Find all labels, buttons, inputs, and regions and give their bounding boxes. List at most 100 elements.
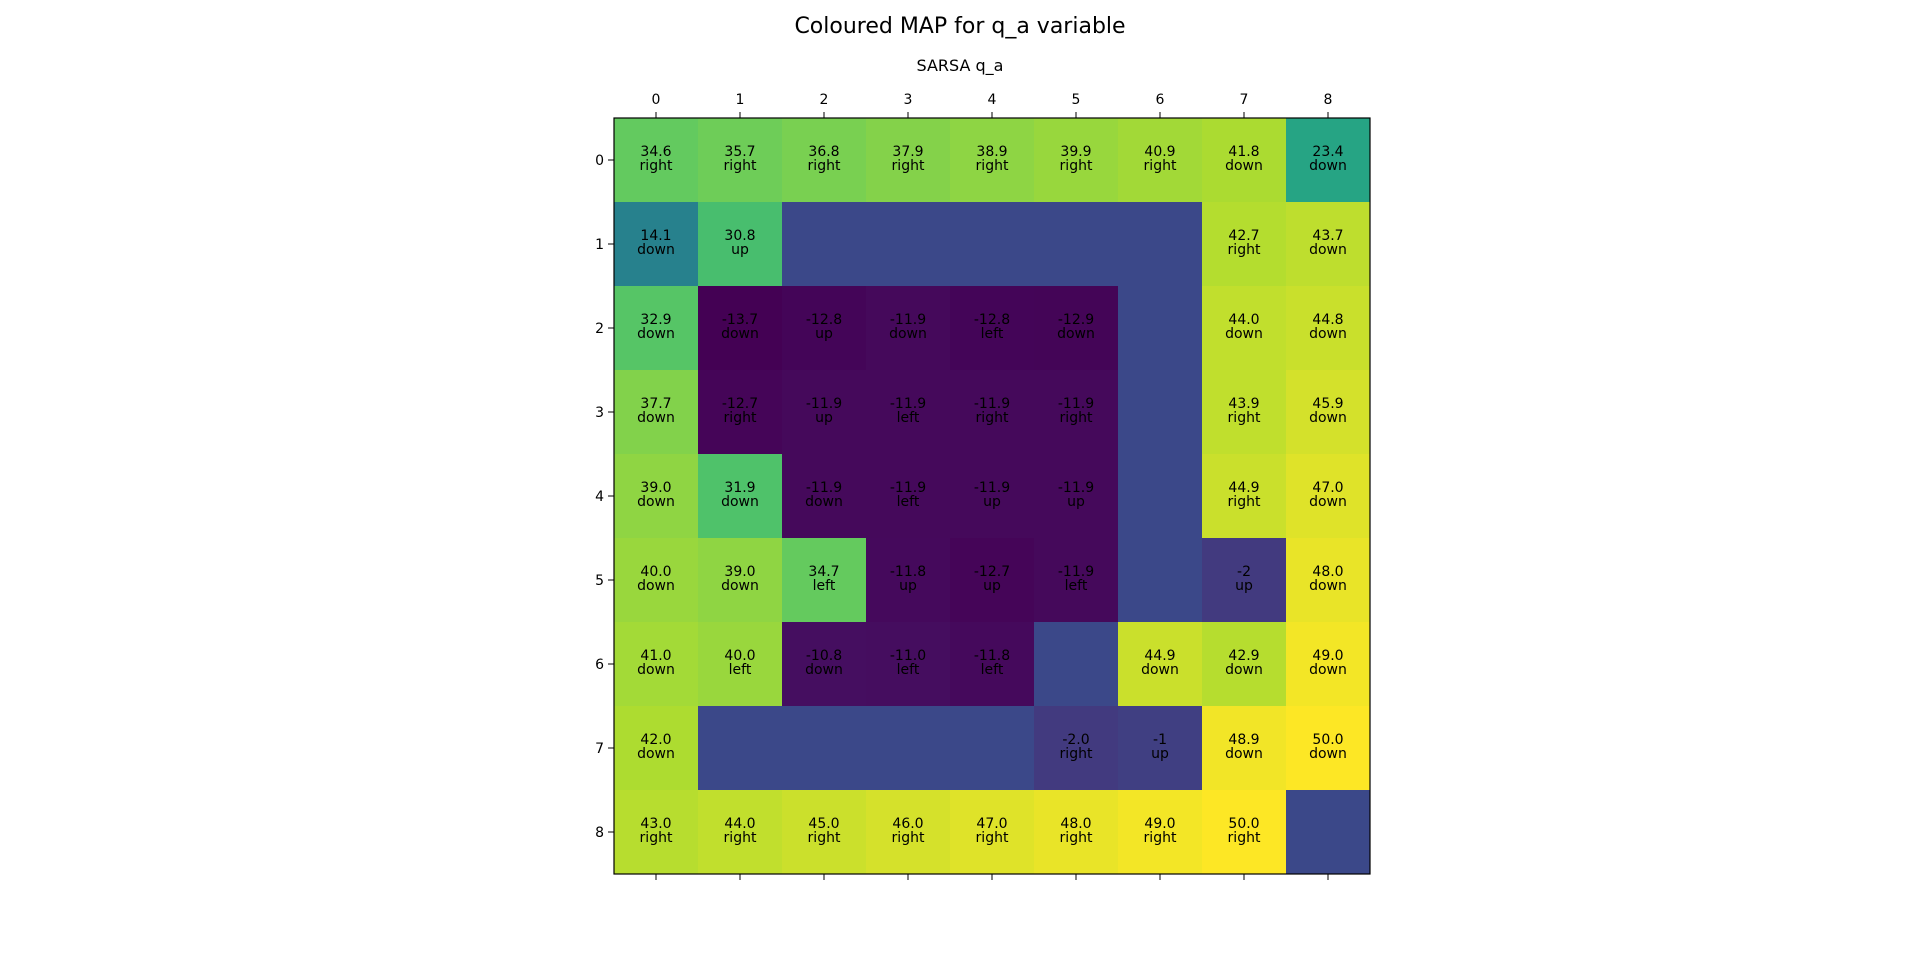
heatmap-cell-8-4 (950, 790, 1035, 875)
cell-action-label: down (1141, 662, 1179, 678)
cell-value-label: 14.1 (640, 228, 671, 244)
cell-action-label: down (637, 578, 675, 594)
heatmap-cell-5-5 (1034, 538, 1119, 623)
heatmap-cell-5-3 (866, 538, 951, 623)
x-tick-label: 1 (736, 92, 745, 108)
heatmap-cell-8-2 (782, 790, 867, 875)
x-tick-label: 8 (1324, 92, 1333, 108)
cell-value-label: 48.0 (1312, 564, 1343, 580)
cell-value-label: -11.9 (806, 480, 842, 496)
cell-value-label: -11.9 (1058, 564, 1094, 580)
heatmap-cell-5-4 (950, 538, 1035, 623)
cell-action-label: down (1309, 662, 1347, 678)
cell-value-label: -11.9 (974, 480, 1010, 496)
heatmap-cells (614, 118, 1371, 875)
axis-ticks: 0 1 2 3 4 5 6 7 8 0 1 2 3 4 5 6 7 8 (595, 92, 1332, 880)
cell-action-label: down (1057, 326, 1095, 342)
cell-action-label: right (724, 158, 757, 174)
cell-action-label: right (808, 158, 841, 174)
heatmap-cell-6-7 (1202, 622, 1287, 707)
cell-action-label: left (1065, 578, 1088, 594)
cell-action-label: right (1144, 830, 1177, 846)
cell-action-label: down (721, 578, 759, 594)
cell-action-label: down (637, 746, 675, 762)
x-tick-label: 2 (820, 92, 829, 108)
cell-value-label: 39.0 (724, 564, 755, 580)
heatmap-cell-1-7 (1202, 202, 1287, 287)
heatmap-cell-0-0 (614, 118, 699, 203)
heatmap-cell-7-5 (1034, 706, 1119, 791)
x-tick-label: 7 (1240, 92, 1249, 108)
heatmap-cell-2-7 (1202, 286, 1287, 371)
cell-value-label: -11.9 (974, 396, 1010, 412)
heatmap-cell-4-0 (614, 454, 699, 539)
cell-action-label: down (721, 326, 759, 342)
cell-value-label: 37.7 (640, 396, 671, 412)
heatmap-cell-1-4 (950, 202, 1035, 287)
heatmap-cell-3-6 (1118, 370, 1203, 455)
cell-value-label: 49.0 (1144, 816, 1175, 832)
cell-action-label: down (637, 662, 675, 678)
x-tick-label: 5 (1072, 92, 1081, 108)
x-tick-label: 0 (652, 92, 661, 108)
cell-action-label: up (983, 578, 1001, 594)
cell-value-label: -11.9 (806, 396, 842, 412)
cell-value-label: 40.0 (724, 648, 755, 664)
x-tick-label: 4 (988, 92, 997, 108)
cell-value-label: -2 (1237, 564, 1251, 580)
cell-value-label: 44.9 (1144, 648, 1175, 664)
cell-value-label: 32.9 (640, 312, 671, 328)
heatmap-cell-2-6 (1118, 286, 1203, 371)
cell-value-label: 40.9 (1144, 144, 1175, 160)
cell-value-label: 49.0 (1312, 648, 1343, 664)
cell-action-label: right (724, 830, 757, 846)
cell-value-label: 42.0 (640, 732, 671, 748)
heatmap-cell-4-6 (1118, 454, 1203, 539)
heatmap-cell-0-5 (1034, 118, 1119, 203)
cell-action-label: down (1225, 662, 1263, 678)
cell-action-label: right (892, 830, 925, 846)
cell-action-label: up (983, 494, 1001, 510)
heatmap-cell-6-1 (698, 622, 783, 707)
cell-action-label: right (1144, 158, 1177, 174)
heatmap-cell-5-2 (782, 538, 867, 623)
cell-action-label: down (1225, 746, 1263, 762)
cell-value-label: 34.7 (808, 564, 839, 580)
heatmap-cell-0-6 (1118, 118, 1203, 203)
cell-value-label: 50.0 (1312, 732, 1343, 748)
heatmap-cell-6-6 (1118, 622, 1203, 707)
cell-action-label: right (640, 158, 673, 174)
heatmap-cell-1-0 (614, 202, 699, 287)
cell-value-label: -10.8 (806, 648, 842, 664)
cell-action-label: down (1309, 746, 1347, 762)
cell-value-label: 36.8 (808, 144, 839, 160)
heatmap-cell-6-8 (1286, 622, 1371, 707)
heatmap-cell-2-4 (950, 286, 1035, 371)
cell-value-label: 44.8 (1312, 312, 1343, 328)
cell-value-label: 43.0 (640, 816, 671, 832)
heatmap-cell-2-0 (614, 286, 699, 371)
cell-action-label: up (731, 242, 749, 258)
heatmap-cell-6-2 (782, 622, 867, 707)
heatmap-cell-3-5 (1034, 370, 1119, 455)
heatmap-cell-7-0 (614, 706, 699, 791)
chart-title: SARSA q_a (916, 56, 1004, 75)
cell-action-label: down (1309, 326, 1347, 342)
heatmap-cell-4-1 (698, 454, 783, 539)
heatmap-cell-4-7 (1202, 454, 1287, 539)
heatmap-cell-3-7 (1202, 370, 1287, 455)
heatmap-cell-2-3 (866, 286, 951, 371)
cell-value-label: 45.9 (1312, 396, 1343, 412)
heatmap-cell-3-0 (614, 370, 699, 455)
heatmap-cell-5-1 (698, 538, 783, 623)
cell-action-label: right (1228, 410, 1261, 426)
cell-value-label: 46.0 (892, 816, 923, 832)
heatmap-cell-6-4 (950, 622, 1035, 707)
cell-value-label: -2.0 (1062, 732, 1089, 748)
heatmap-cell-8-3 (866, 790, 951, 875)
cell-action-label: right (976, 410, 1009, 426)
heatmap-cell-8-8 (1286, 790, 1371, 875)
cell-action-label: right (1060, 410, 1093, 426)
cell-value-label: 34.6 (640, 144, 671, 160)
y-tick-label: 6 (595, 657, 604, 673)
